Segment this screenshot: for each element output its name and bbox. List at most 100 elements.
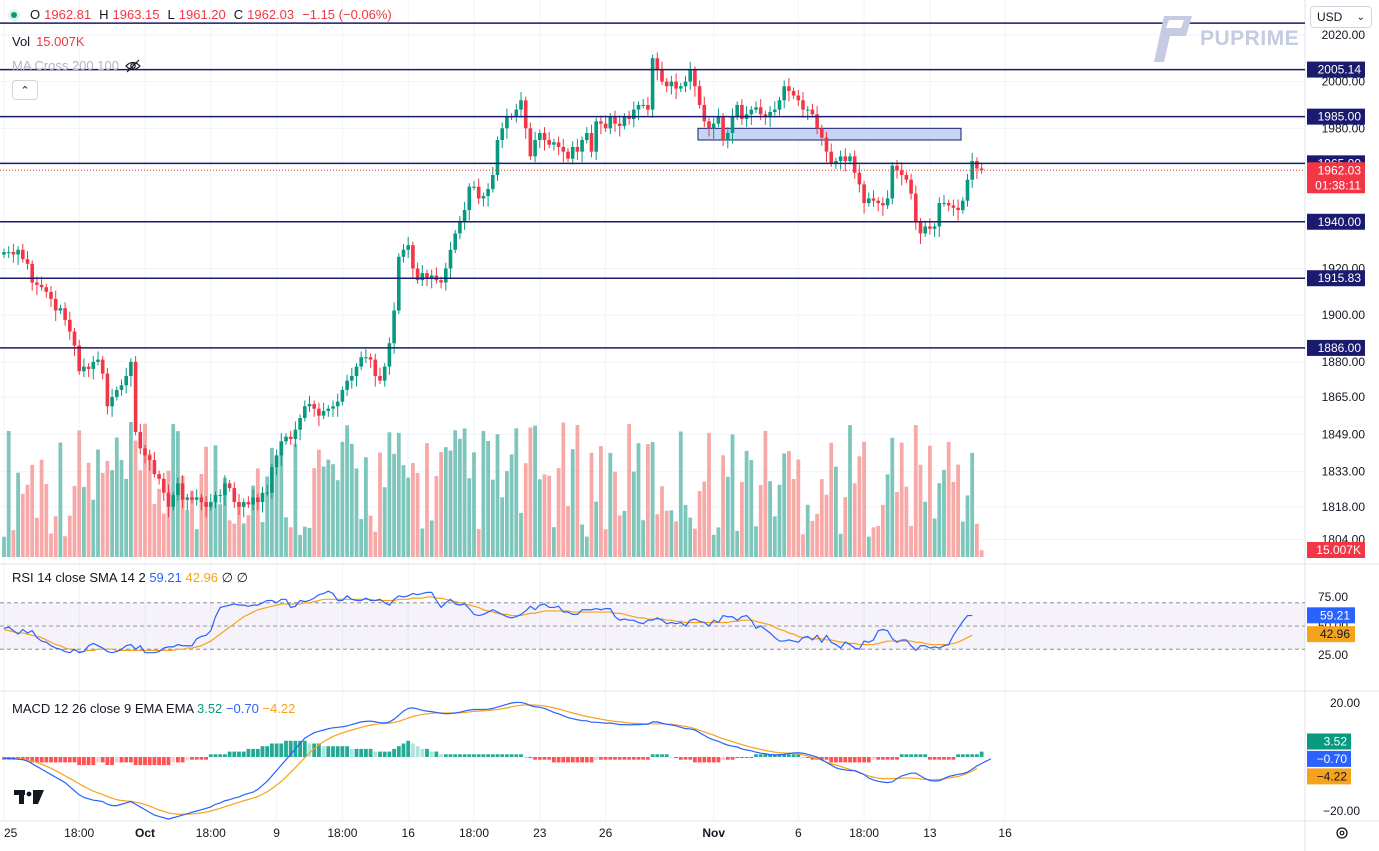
candle[interactable] (58, 308, 63, 311)
candle[interactable] (585, 132, 589, 140)
settings-gear-icon[interactable] (1336, 827, 1348, 839)
candle[interactable] (688, 69, 692, 82)
candle[interactable] (632, 109, 636, 119)
candle[interactable] (937, 203, 942, 227)
candle[interactable] (556, 142, 561, 148)
candle[interactable] (491, 175, 495, 190)
candle[interactable] (899, 170, 904, 176)
candle[interactable] (425, 273, 429, 278)
candle[interactable] (782, 86, 786, 101)
candle[interactable] (317, 408, 321, 416)
candle[interactable] (787, 86, 791, 91)
candle[interactable] (2, 252, 6, 255)
candle[interactable] (519, 100, 523, 110)
candle[interactable] (420, 273, 425, 281)
range-box[interactable] (697, 127, 962, 141)
candle[interactable] (133, 361, 138, 433)
candle[interactable] (350, 375, 354, 381)
candle[interactable] (68, 319, 72, 332)
candle[interactable] (44, 287, 49, 292)
candle[interactable] (364, 357, 368, 359)
candle[interactable] (627, 116, 631, 119)
eye-hidden-icon[interactable] (125, 59, 141, 73)
candle[interactable] (552, 142, 556, 145)
candle[interactable] (30, 263, 34, 283)
candle[interactable] (664, 81, 669, 87)
candle[interactable] (25, 259, 30, 264)
candle[interactable] (331, 406, 335, 409)
candle[interactable] (561, 147, 566, 152)
candle[interactable] (758, 107, 763, 115)
candle[interactable] (6, 252, 11, 254)
candle[interactable] (453, 233, 457, 250)
candle[interactable] (852, 156, 857, 173)
candle[interactable] (965, 179, 970, 201)
candle[interactable] (462, 210, 467, 222)
candle[interactable] (622, 116, 627, 126)
candle[interactable] (961, 200, 965, 211)
candle[interactable] (932, 226, 937, 229)
candle[interactable] (185, 497, 190, 500)
candle[interactable] (716, 116, 721, 124)
candle[interactable] (415, 268, 420, 281)
candle[interactable] (796, 95, 801, 101)
candle[interactable] (876, 200, 880, 204)
candle[interactable] (368, 357, 373, 360)
candle[interactable] (711, 123, 716, 129)
candle[interactable] (514, 109, 519, 117)
candle[interactable] (608, 116, 613, 129)
candle[interactable] (53, 298, 58, 311)
candle[interactable] (467, 186, 472, 211)
candle[interactable] (345, 380, 349, 390)
candle[interactable] (86, 366, 91, 369)
candle[interactable] (730, 116, 735, 133)
candle[interactable] (613, 116, 617, 124)
candle[interactable] (82, 366, 86, 372)
candle[interactable] (650, 58, 655, 110)
candle[interactable] (867, 198, 871, 204)
candle[interactable] (204, 502, 208, 507)
candle[interactable] (293, 429, 298, 440)
candle[interactable] (693, 69, 697, 87)
ma-cross-legend[interactable]: MA Cross 200 100 (12, 58, 141, 73)
candle[interactable] (942, 203, 946, 205)
candle[interactable] (157, 474, 161, 479)
candle[interactable] (890, 165, 895, 199)
candle[interactable] (49, 291, 53, 299)
candle[interactable] (307, 403, 312, 407)
candle[interactable] (223, 483, 227, 496)
candle[interactable] (505, 116, 509, 129)
candle[interactable] (476, 186, 481, 199)
candle[interactable] (533, 139, 537, 157)
candle[interactable] (227, 483, 232, 489)
candle[interactable] (326, 408, 331, 411)
candle[interactable] (166, 492, 171, 507)
candle[interactable] (448, 249, 453, 269)
candle[interactable] (110, 396, 114, 407)
candle[interactable] (401, 249, 406, 257)
candle[interactable] (265, 492, 269, 494)
candle[interactable] (542, 132, 547, 140)
candle[interactable] (801, 100, 805, 110)
candle[interactable] (486, 189, 490, 197)
candle[interactable] (213, 495, 218, 503)
candle[interactable] (768, 111, 772, 117)
candle[interactable] (444, 268, 448, 283)
candle[interactable] (340, 389, 345, 402)
candle[interactable] (312, 403, 316, 409)
candle[interactable] (241, 502, 246, 507)
candle[interactable] (260, 492, 265, 503)
candle[interactable] (105, 373, 110, 407)
candle[interactable] (251, 497, 255, 505)
candle[interactable] (617, 123, 622, 126)
candle[interactable] (669, 81, 674, 87)
candle[interactable] (439, 280, 443, 283)
candle[interactable] (885, 198, 890, 206)
candle[interactable] (11, 252, 16, 255)
candle[interactable] (857, 172, 862, 185)
candle[interactable] (683, 81, 688, 87)
candle[interactable] (39, 284, 44, 288)
candle[interactable] (589, 132, 594, 152)
candle[interactable] (411, 245, 415, 269)
